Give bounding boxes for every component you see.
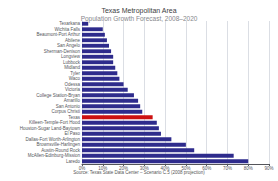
svg-text:Killeen-Temple-Fort Hood: Killeen-Temple-Fort Hood bbox=[29, 120, 81, 125]
svg-text:Population Growth Forecast, 20: Population Growth Forecast, 2008–2020 bbox=[81, 15, 198, 23]
svg-text:Odessa: Odessa bbox=[64, 82, 80, 87]
svg-text:30%: 30% bbox=[139, 166, 149, 171]
svg-text:Tyler: Tyler bbox=[70, 71, 80, 76]
svg-text:Texas: Texas bbox=[68, 115, 81, 120]
svg-text:50%: 50% bbox=[181, 166, 191, 171]
svg-text:Dallas-Fort Worth-Arlington: Dallas-Fort Worth-Arlington bbox=[26, 137, 81, 142]
svg-text:20%: 20% bbox=[119, 166, 129, 171]
svg-text:60%: 60% bbox=[202, 166, 212, 171]
svg-text:10%: 10% bbox=[98, 166, 108, 171]
svg-text:Source: Texas State Data Cente: Source: Texas State Data Center – Scenar… bbox=[73, 170, 205, 175]
svg-text:Longview: Longview bbox=[61, 54, 81, 59]
svg-text:Lubbock: Lubbock bbox=[63, 60, 81, 65]
svg-text:Texarkana: Texarkana bbox=[59, 21, 80, 26]
svg-text:El Paso: El Paso bbox=[64, 131, 80, 136]
svg-text:Wichita Falls: Wichita Falls bbox=[54, 27, 80, 32]
svg-text:Laredo: Laredo bbox=[66, 159, 81, 164]
svg-text:Amarillo: Amarillo bbox=[64, 98, 81, 103]
svg-text:Beaumont-Port Arthur: Beaumont-Port Arthur bbox=[36, 32, 80, 37]
svg-text:90%: 90% bbox=[264, 166, 273, 171]
svg-text:Waco: Waco bbox=[69, 76, 81, 81]
svg-text:70%: 70% bbox=[223, 166, 232, 171]
svg-text:80%: 80% bbox=[244, 166, 253, 171]
svg-text:College Station-Bryan: College Station-Bryan bbox=[36, 93, 80, 98]
svg-text:San Angelo: San Angelo bbox=[57, 43, 81, 48]
svg-text:McAllen-Edinburg-Mission: McAllen-Edinburg-Mission bbox=[28, 153, 81, 158]
svg-text:0%: 0% bbox=[78, 166, 86, 171]
svg-text:40%: 40% bbox=[160, 166, 170, 171]
svg-text:Abilene: Abilene bbox=[65, 38, 81, 43]
svg-text:Austin-Round Rock: Austin-Round Rock bbox=[41, 148, 81, 153]
svg-text:Corpus Christi: Corpus Christi bbox=[51, 109, 80, 114]
svg-text:Brownsville-Harlingen: Brownsville-Harlingen bbox=[36, 142, 80, 147]
svg-text:Texas Metropolitan Area: Texas Metropolitan Area bbox=[101, 7, 176, 15]
svg-text:Sherman-Denison: Sherman-Denison bbox=[44, 49, 81, 54]
svg-text:Midland: Midland bbox=[64, 65, 80, 70]
svg-text:Houston-Sugar Land-Baytown: Houston-Sugar Land-Baytown bbox=[20, 126, 81, 131]
svg-text:San Antonio: San Antonio bbox=[56, 104, 81, 109]
svg-text:Victoria: Victoria bbox=[65, 87, 80, 92]
